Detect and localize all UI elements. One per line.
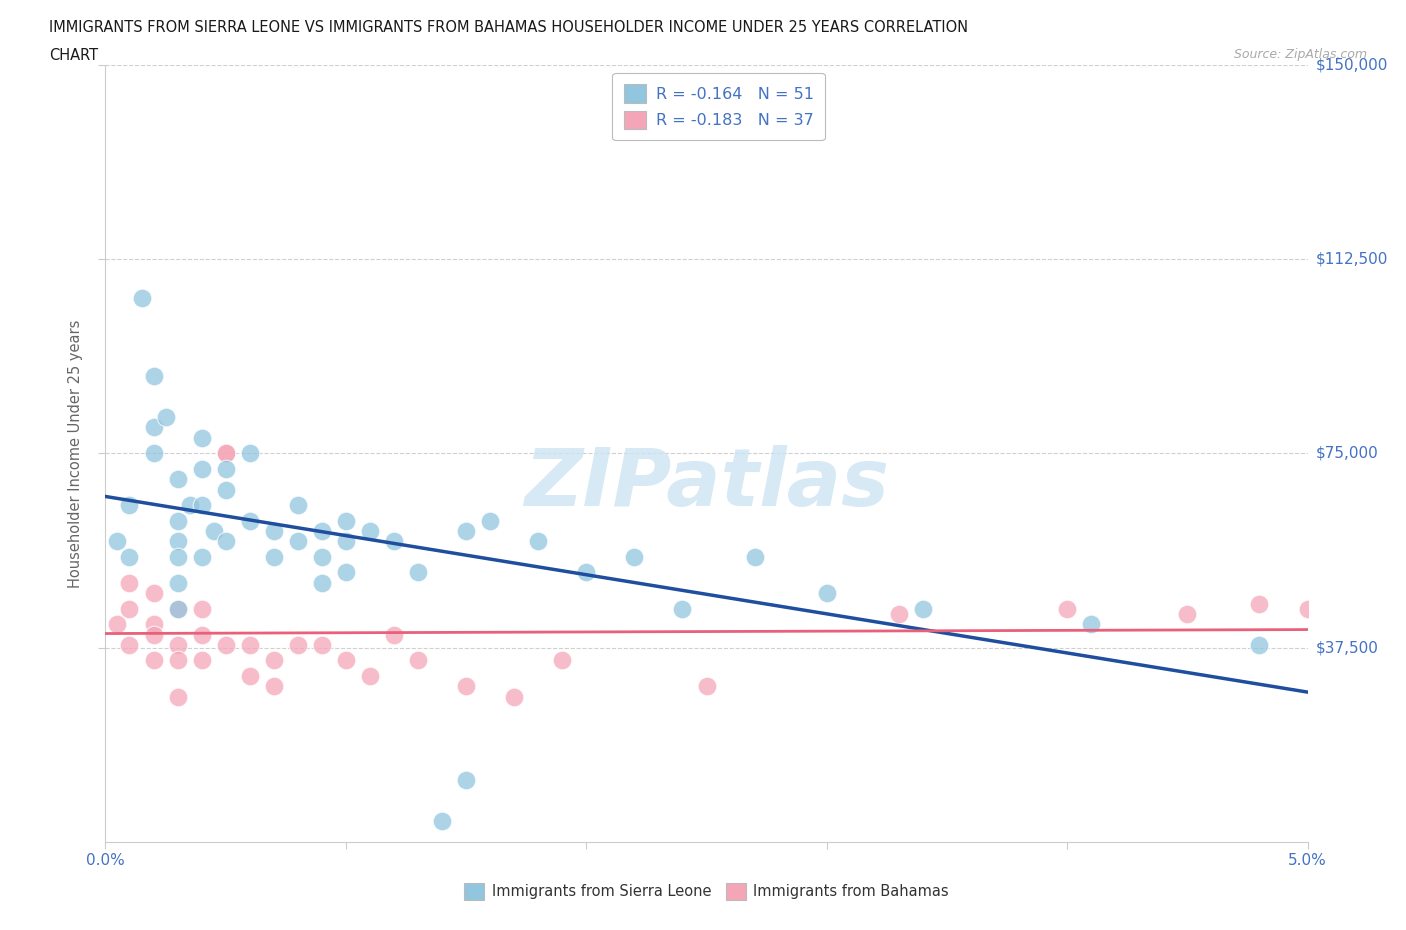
Text: CHART: CHART [49, 48, 98, 63]
Point [190, 550, 212, 565]
Point [696, 679, 718, 694]
Text: $112,500: $112,500 [1316, 252, 1388, 267]
Point [430, 814, 453, 829]
Point [527, 534, 550, 549]
Point [454, 772, 477, 787]
Point [166, 637, 188, 652]
Point [190, 498, 212, 512]
Point [118, 550, 141, 565]
Point [311, 637, 333, 652]
Point [166, 689, 188, 704]
Point [142, 586, 165, 601]
Point [239, 669, 262, 684]
Point [142, 368, 165, 383]
Point [335, 534, 357, 549]
Legend: Immigrants from Sierra Leone, Immigrants from Bahamas: Immigrants from Sierra Leone, Immigrants… [458, 877, 955, 906]
Text: $37,500: $37,500 [1316, 640, 1379, 655]
Point [107, 534, 129, 549]
Text: ZIPatlas: ZIPatlas [524, 445, 889, 524]
Point [335, 513, 357, 528]
Point [815, 586, 838, 601]
Point [406, 653, 429, 668]
Point [887, 606, 910, 621]
Point [263, 524, 285, 538]
Point [190, 627, 212, 642]
Point [311, 524, 333, 538]
Point [503, 689, 526, 704]
Point [118, 576, 141, 591]
Y-axis label: Householder Income Under 25 years: Householder Income Under 25 years [67, 319, 83, 588]
Point [551, 653, 574, 668]
Point [671, 602, 693, 617]
Point [1249, 596, 1271, 611]
Point [1296, 602, 1319, 617]
Point [359, 524, 381, 538]
Point [359, 669, 381, 684]
Point [263, 550, 285, 565]
Point [911, 602, 934, 617]
Point [118, 602, 141, 617]
Point [382, 534, 405, 549]
Point [311, 550, 333, 565]
Point [142, 653, 165, 668]
Text: Source: ZipAtlas.com: Source: ZipAtlas.com [1233, 48, 1367, 61]
Point [190, 653, 212, 668]
Text: IMMIGRANTS FROM SIERRA LEONE VS IMMIGRANTS FROM BAHAMAS HOUSEHOLDER INCOME UNDER: IMMIGRANTS FROM SIERRA LEONE VS IMMIGRAN… [49, 20, 969, 35]
Point [239, 513, 262, 528]
Point [335, 653, 357, 668]
Point [575, 565, 598, 580]
Point [166, 550, 188, 565]
Point [166, 534, 188, 549]
Point [190, 461, 212, 476]
Point [118, 498, 141, 512]
Point [311, 576, 333, 591]
Point [118, 637, 141, 652]
Point [214, 461, 236, 476]
Point [202, 524, 225, 538]
Point [382, 627, 405, 642]
Point [179, 498, 201, 512]
Point [239, 446, 262, 461]
Point [166, 513, 188, 528]
Point [287, 498, 309, 512]
Point [166, 602, 188, 617]
Text: $75,000: $75,000 [1316, 445, 1379, 461]
Point [214, 482, 236, 497]
Point [142, 627, 165, 642]
Point [155, 410, 177, 425]
Point [744, 550, 766, 565]
Point [287, 534, 309, 549]
Point [131, 291, 153, 306]
Point [1056, 602, 1078, 617]
Point [214, 446, 236, 461]
Point [335, 565, 357, 580]
Point [214, 446, 236, 461]
Point [454, 679, 477, 694]
Point [263, 653, 285, 668]
Point [190, 431, 212, 445]
Point [190, 602, 212, 617]
Point [239, 637, 262, 652]
Point [479, 513, 502, 528]
Point [214, 534, 236, 549]
Point [214, 637, 236, 652]
Point [166, 653, 188, 668]
Point [166, 472, 188, 486]
Point [166, 576, 188, 591]
Point [623, 550, 645, 565]
Point [142, 446, 165, 461]
Point [166, 602, 188, 617]
Point [1080, 617, 1102, 631]
Text: $150,000: $150,000 [1316, 58, 1388, 73]
Point [454, 524, 477, 538]
Point [142, 617, 165, 631]
Point [287, 637, 309, 652]
Point [406, 565, 429, 580]
Point [107, 617, 129, 631]
Point [142, 420, 165, 435]
Point [1249, 637, 1271, 652]
Point [263, 679, 285, 694]
Point [1175, 606, 1198, 621]
